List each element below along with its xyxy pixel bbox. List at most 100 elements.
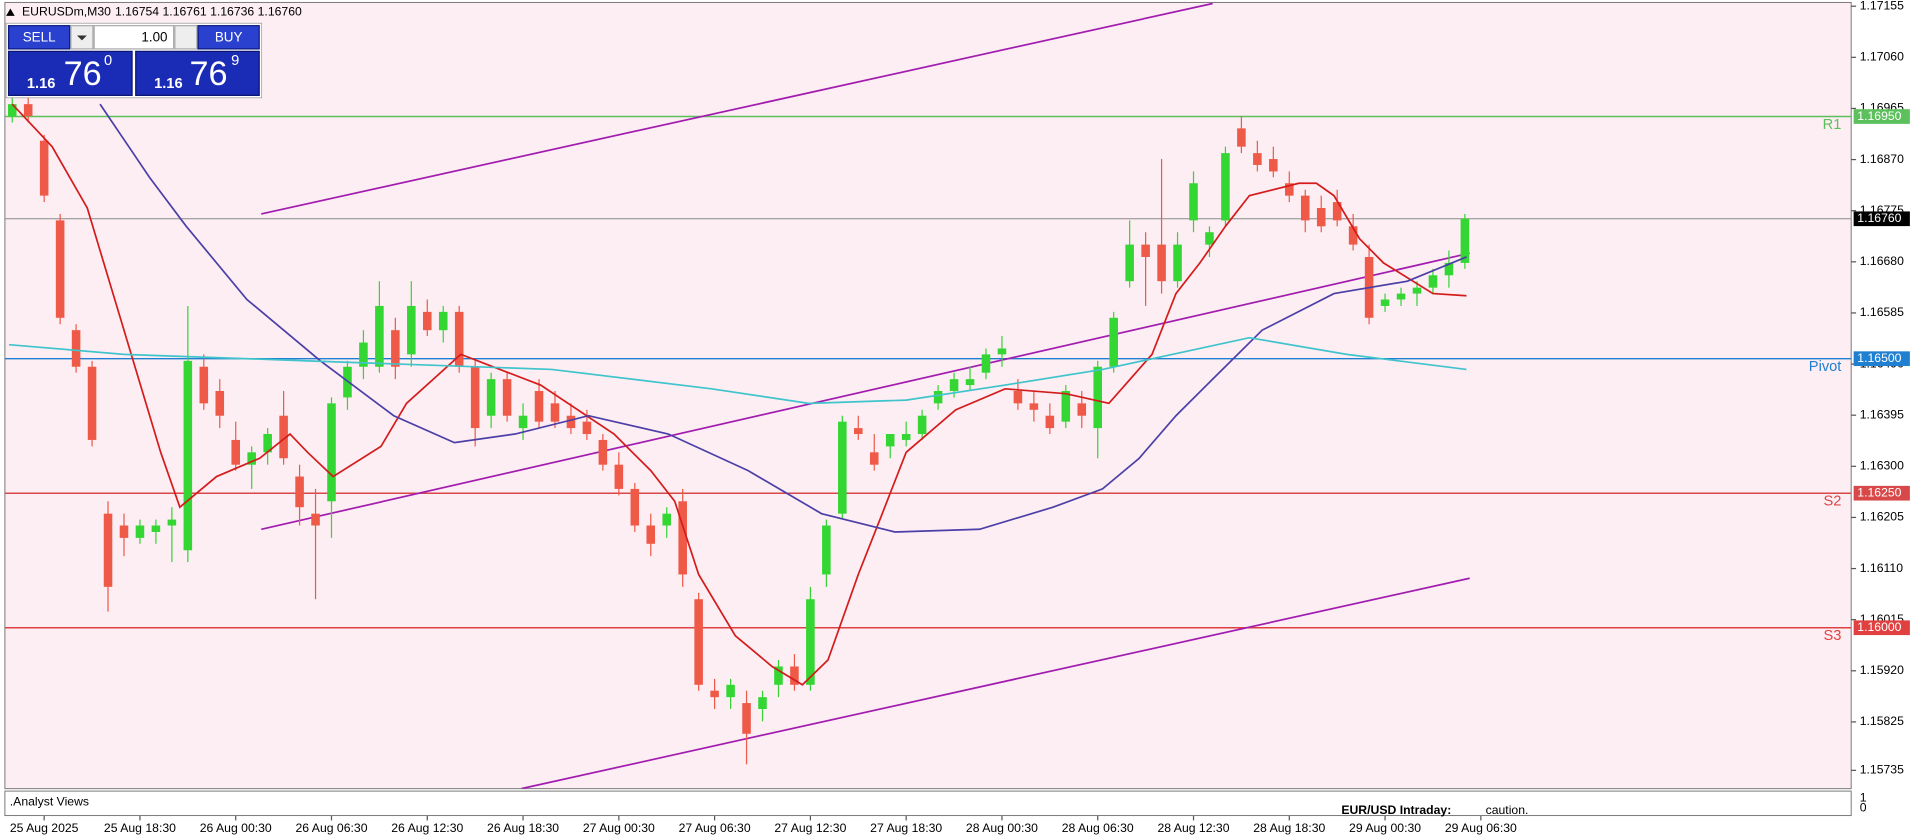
candle-body xyxy=(1221,153,1230,221)
down-arrow xyxy=(77,35,87,41)
bid-box[interactable] xyxy=(7,50,133,96)
x-tick-label: 28 Aug 12:30 xyxy=(1157,821,1229,835)
x-tick-label: 26 Aug 18:30 xyxy=(487,821,559,835)
candle-body xyxy=(502,379,512,416)
volume-value[interactable]: 1.00 xyxy=(141,29,167,44)
candle-body xyxy=(231,439,241,465)
candle-body xyxy=(423,311,432,331)
candle-body xyxy=(1061,390,1071,422)
candle-body xyxy=(1237,128,1246,147)
candle-body xyxy=(933,390,943,404)
candle-body xyxy=(885,434,895,447)
candle-body xyxy=(23,104,33,116)
candle-body xyxy=(1253,153,1262,165)
ask-box[interactable] xyxy=(135,50,260,96)
level-price-box xyxy=(1853,109,1910,124)
candle-body xyxy=(486,379,496,416)
trendline xyxy=(261,252,1470,531)
candle-body xyxy=(359,342,368,367)
candle-body xyxy=(806,599,815,685)
indicator-text: caution. xyxy=(1486,803,1529,817)
candle-body xyxy=(39,140,49,196)
bid-big: 1.16 xyxy=(27,76,56,92)
candle-body xyxy=(247,452,256,465)
candle-body xyxy=(981,354,991,373)
volume-up[interactable] xyxy=(174,25,198,50)
level-price-label: 1.16250 xyxy=(1857,485,1901,499)
x-tick-label: 26 Aug 00:30 xyxy=(200,821,272,835)
axes-layer: 1.171551.170601.169651.168701.167751.166… xyxy=(10,0,1910,835)
candle-body xyxy=(1396,293,1406,300)
candle-body xyxy=(1412,287,1422,294)
candle-body xyxy=(1157,244,1166,282)
x-tick-label: 27 Aug 00:30 xyxy=(583,821,655,835)
x-tick-label: 29 Aug 06:30 xyxy=(1445,821,1517,835)
volume-input[interactable] xyxy=(93,25,175,50)
current-price-label: 1.16760 xyxy=(1857,211,1901,225)
buy-label[interactable]: BUY xyxy=(215,29,243,44)
ask-big: 1.16 xyxy=(154,76,183,92)
y-tick-label: 1.15735 xyxy=(1860,763,1904,777)
bid-pips: 76 xyxy=(64,55,102,93)
x-tick-label: 29 Aug 00:30 xyxy=(1349,821,1421,835)
candle-body xyxy=(1045,415,1055,429)
plot-layer xyxy=(4,2,1852,789)
candle-body xyxy=(614,464,624,489)
candle-body xyxy=(869,452,879,465)
sell-label[interactable]: SELL xyxy=(23,29,56,44)
candle-body xyxy=(854,428,863,435)
candle-body xyxy=(470,366,480,429)
candle-body xyxy=(1285,183,1294,196)
trendline xyxy=(261,2,1213,215)
candle-body xyxy=(375,305,384,367)
candle-body xyxy=(917,415,927,435)
y-tick-label: 1.16395 xyxy=(1860,407,1904,421)
candle-body xyxy=(678,501,687,575)
y-tick-label: 1.16205 xyxy=(1860,510,1904,524)
y-tick-label: 1.15920 xyxy=(1860,663,1904,677)
candle-body xyxy=(1348,226,1358,245)
candle-body xyxy=(199,366,209,404)
candle-body xyxy=(1460,218,1470,263)
candle-body xyxy=(263,434,272,453)
x-tick-label: 26 Aug 06:30 xyxy=(295,821,367,835)
candle-body xyxy=(407,305,416,355)
candle-body xyxy=(997,348,1007,355)
y-tick-label: 1.16585 xyxy=(1860,305,1904,319)
x-tick-label: 28 Aug 06:30 xyxy=(1062,821,1134,835)
candle-body xyxy=(534,390,544,422)
y-tick-label: 1.16870 xyxy=(1860,152,1904,166)
level-price-label: 1.16000 xyxy=(1857,620,1901,634)
buy-button[interactable] xyxy=(197,25,260,50)
candle-body xyxy=(710,690,719,698)
moving-average xyxy=(99,103,1467,533)
candle-body xyxy=(838,421,847,514)
ask-pips: 76 xyxy=(190,55,228,93)
candle-body xyxy=(1141,244,1150,257)
y-tick-label: 1.17060 xyxy=(1860,50,1904,64)
moving-average xyxy=(11,103,1467,686)
candle-body xyxy=(822,525,831,575)
x-tick-label: 26 Aug 12:30 xyxy=(391,821,463,835)
candle-body xyxy=(1173,244,1182,282)
collapse-icon[interactable] xyxy=(6,8,15,16)
indicator-tick: 0 xyxy=(1860,800,1867,814)
candle-body xyxy=(1444,262,1454,276)
candle-body xyxy=(1109,317,1118,367)
level-price-box xyxy=(1853,620,1910,636)
candle-body xyxy=(630,488,640,526)
candle-body xyxy=(726,684,735,698)
indicator-title: EUR/USD Intraday: xyxy=(1341,803,1451,817)
x-tick-label: 27 Aug 18:30 xyxy=(870,821,942,835)
x-tick-label: 27 Aug 06:30 xyxy=(679,821,751,835)
y-tick-label: 1.16300 xyxy=(1860,459,1904,473)
quote: 1.16754 1.16761 1.16736 1.16760 xyxy=(115,4,302,18)
level-name: S2 xyxy=(1823,494,1841,510)
candle-body xyxy=(454,311,464,367)
candle-body xyxy=(151,525,161,532)
sell-button[interactable] xyxy=(7,25,71,50)
candle-body xyxy=(135,525,145,538)
candle-body xyxy=(582,421,592,435)
indicator-window xyxy=(4,790,1852,817)
x-tick-label: 25 Aug 2025 xyxy=(10,821,79,835)
